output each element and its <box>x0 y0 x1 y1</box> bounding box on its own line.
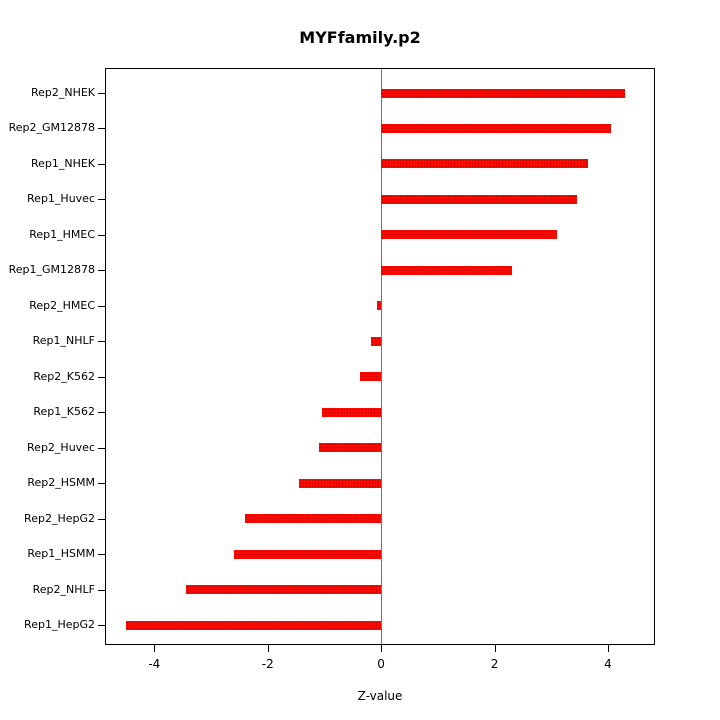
y-axis-label: Rep2_NHEK <box>30 86 95 99</box>
bar <box>125 620 382 630</box>
x-tick <box>607 645 609 652</box>
zero-line <box>381 69 383 644</box>
y-axis-label: Rep2_GM12878 <box>8 121 95 135</box>
bar <box>381 194 577 204</box>
y-tick <box>98 554 105 556</box>
y-tick <box>98 518 105 520</box>
x-tick <box>381 645 383 652</box>
y-axis-label: Rep1_HepG2 <box>24 618 95 631</box>
x-tick-label: -2 <box>261 657 274 671</box>
bar <box>185 585 382 595</box>
y-tick <box>98 376 105 378</box>
x-tick-label: 4 <box>604 657 612 671</box>
y-axis-label: Rep1_Huvec <box>27 192 95 206</box>
bar <box>233 549 382 559</box>
bar <box>318 443 382 453</box>
y-tick <box>98 341 105 343</box>
bar <box>381 230 557 240</box>
bar <box>377 301 382 311</box>
x-tick <box>154 645 156 652</box>
y-axis-label: Rep1_GM12878 <box>8 263 95 277</box>
y-axis-label: Rep2_K562 <box>33 369 95 383</box>
bar <box>370 336 382 346</box>
x-tick-label: 2 <box>490 657 499 671</box>
y-axis-label: Rep2_Huvec <box>27 440 95 454</box>
y-tick <box>98 234 105 236</box>
x-tick <box>267 645 269 652</box>
bar <box>381 88 625 98</box>
y-tick <box>98 483 105 485</box>
y-axis-label: Rep1_K562 <box>33 405 95 419</box>
y-tick <box>98 93 105 94</box>
y-tick <box>98 270 105 272</box>
y-tick <box>98 412 105 414</box>
y-axis-label: Rep2_HMEC <box>29 298 95 312</box>
bar <box>381 159 589 169</box>
bar <box>245 514 382 524</box>
y-axis-label: Rep1_NHLF <box>32 334 95 348</box>
bar <box>359 372 382 382</box>
y-axis-label: Rep1_NHEK <box>30 156 95 170</box>
y-tick <box>98 199 105 201</box>
y-axis-label: Rep1_HMEC <box>29 227 95 241</box>
x-axis-label: Z-value <box>357 689 403 703</box>
chart-title: MYFfamily.p2 <box>299 28 421 47</box>
y-axis-label: Rep2_HSMM <box>27 476 95 490</box>
y-tick <box>98 163 105 165</box>
x-tick-label: -4 <box>148 657 161 671</box>
y-axis-label: Rep2_HepG2 <box>24 511 95 525</box>
bar <box>381 123 611 133</box>
y-tick <box>98 589 105 591</box>
y-tick <box>98 128 105 130</box>
y-tick <box>98 305 105 307</box>
y-tick <box>98 447 105 449</box>
y-axis-label: Rep1_HSMM <box>27 547 95 561</box>
y-tick <box>98 625 105 626</box>
x-tick <box>494 645 496 652</box>
y-axis-label: Rep2_NHLF <box>32 582 95 596</box>
bar <box>298 478 382 488</box>
bar <box>321 407 382 417</box>
x-tick-label: 0 <box>377 657 385 671</box>
bar <box>381 265 512 275</box>
